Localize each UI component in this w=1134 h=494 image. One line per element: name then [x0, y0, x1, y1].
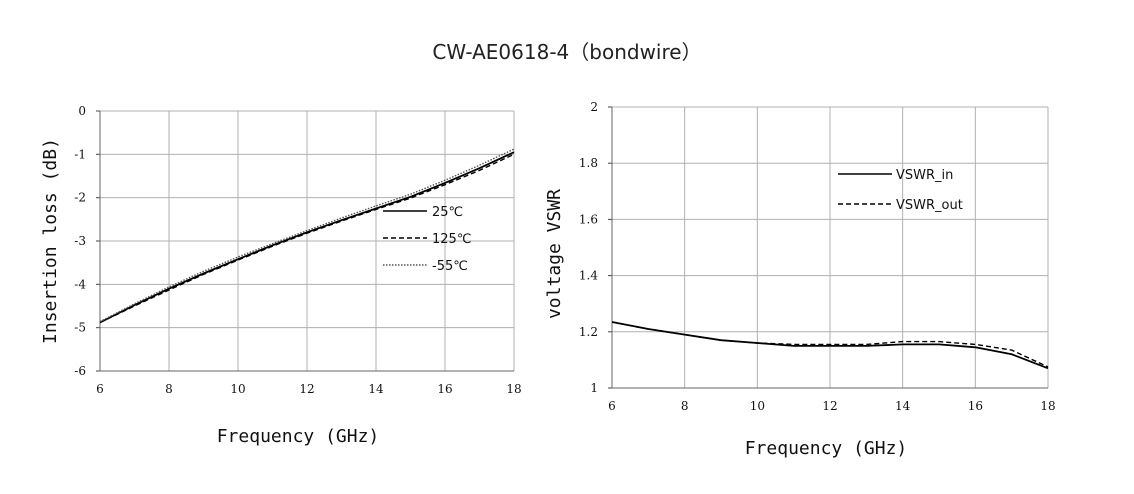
x-tick-label: 16 [437, 382, 452, 396]
y-tick-label: -3 [74, 234, 86, 248]
x-axis-label: Frequency (GHz) [217, 426, 380, 447]
x-tick-label: 6 [96, 382, 104, 396]
y-tick-label: 1.4 [579, 269, 598, 283]
y-tick-label: 1.2 [579, 325, 598, 339]
x-tick-label: 16 [968, 399, 983, 413]
y-tick-label: 0 [78, 104, 86, 118]
y-tick-label: 1.8 [579, 156, 598, 170]
chart-title: CW-AE0618-4（bondwire） [432, 40, 702, 64]
x-tick-label: 14 [895, 399, 911, 413]
chart-1: 6 8 10 12 14 16 18 0 -1 -2 -3 -4 -5 -6 25℃ 125℃ -55℃ Freq… [40, 104, 522, 447]
series-line-25℃ [99, 151, 515, 324]
x-tick-label: 18 [1040, 399, 1055, 413]
x-axis-label: Frequency (GHz) [745, 438, 908, 459]
legend-label: 125℃ [432, 232, 471, 247]
x-tick-label: 12 [299, 382, 314, 396]
legend-label: VSWR_out [896, 198, 963, 213]
y-tick-label: -5 [74, 321, 86, 335]
y-tick-label: -4 [74, 277, 86, 291]
y-tick-label: 1 [590, 381, 598, 395]
y-tick-label: 2 [590, 100, 598, 114]
x-tick-label: 10 [750, 399, 765, 413]
legend-label: -55℃ [432, 259, 468, 274]
series-line-VSWR_out [611, 321, 1049, 368]
y-tick-label: -2 [74, 191, 86, 205]
y-tick-label: -6 [74, 364, 86, 378]
x-tick-label: 6 [608, 399, 616, 413]
y-tick-label: -1 [74, 147, 86, 161]
legend-label: 25℃ [432, 205, 463, 220]
series-line-125℃ [99, 153, 515, 324]
x-tick-label: 8 [681, 399, 689, 413]
legend-label: VSWR_in [896, 168, 953, 183]
x-tick-label: 14 [368, 382, 384, 396]
x-tick-label: 8 [165, 382, 173, 396]
y-tick-label: 1.6 [579, 212, 598, 226]
x-tick-label: 18 [506, 382, 521, 396]
x-tick-label: 12 [822, 399, 837, 413]
y-axis-label: voltage VSWR [544, 189, 565, 319]
series-line--55℃ [99, 148, 515, 323]
chart-2: 6 8 10 12 14 16 18 2 1.8 1.6 1.4 1.2 1 VSWR_in VSWR_ou… [544, 100, 1056, 459]
y-axis-label: Insertion loss (dB) [40, 138, 61, 344]
x-tick-label: 10 [230, 382, 245, 396]
